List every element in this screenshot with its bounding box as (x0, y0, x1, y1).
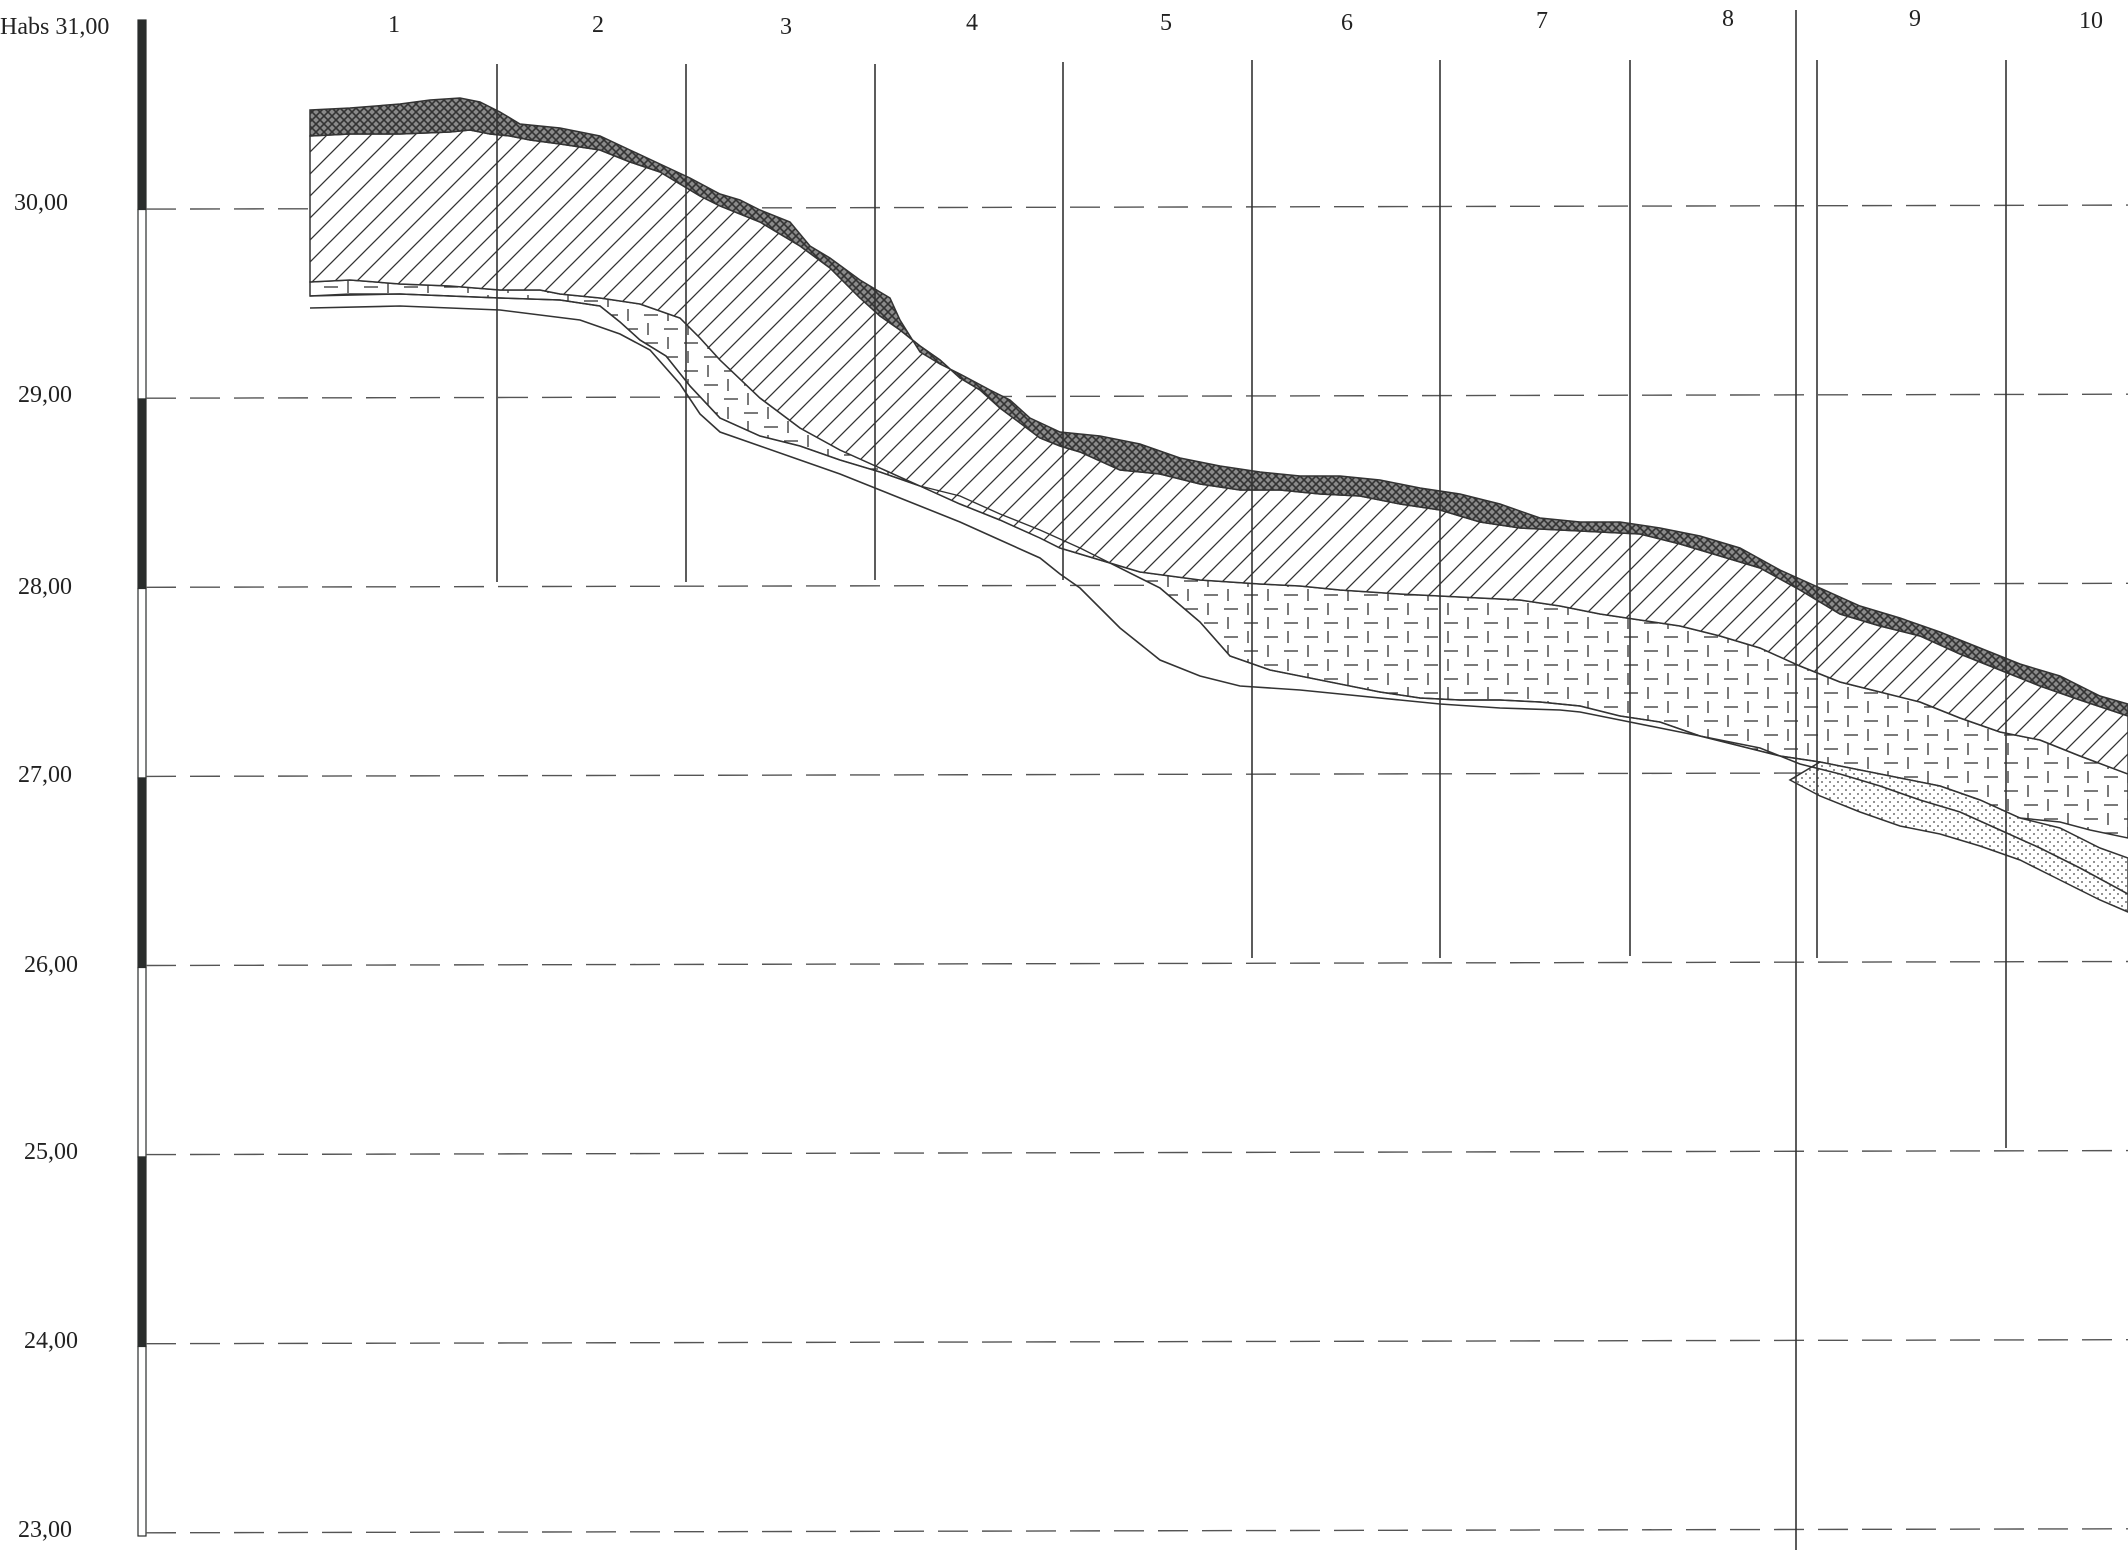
axis-level-30: 30,00 (14, 190, 68, 216)
scale-bar-segment (137, 1345, 147, 1537)
borehole-label-4: 4 (966, 10, 978, 36)
elevation-gridline (145, 393, 2128, 399)
scale-bar-segment (137, 208, 147, 400)
bedrock-contact-line-2 (309, 293, 1821, 763)
borehole-label-5: 5 (1160, 10, 1172, 36)
axis-level-27: 27,00 (18, 762, 72, 788)
borehole-label-7: 7 (1536, 8, 1548, 34)
elevation-gridline (145, 1338, 2128, 1345)
borehole-label-8: 8 (1722, 6, 1734, 32)
elevation-gridline (145, 1528, 2128, 1534)
axis-level-29: 29,00 (18, 382, 72, 408)
scale-bar-segment (137, 1156, 147, 1348)
borehole-labels: 1 2 3 4 5 6 7 8 9 10 (388, 6, 2103, 40)
elevation-scale-bar (137, 19, 147, 1537)
elevation-gridlines (145, 204, 2128, 1534)
layer-topsoil (309, 97, 2128, 717)
layer-diagonal-hatch (309, 129, 2128, 775)
soil-layers (309, 97, 2128, 913)
bedrock-contact-line (309, 305, 2128, 895)
axis-level-23: 23,00 (18, 1517, 72, 1543)
borehole-label-10: 10 (2079, 8, 2103, 34)
borehole-label-6: 6 (1341, 10, 1353, 36)
borehole-label-3: 3 (780, 14, 792, 40)
borehole-label-1: 1 (388, 12, 400, 38)
scale-bar-segment (137, 777, 147, 969)
elevation-gridline (145, 1149, 2128, 1156)
elevation-axis-labels: Habs 31,00 30,00 29,00 28,00 27,00 26,00… (0, 14, 109, 1543)
scale-bar-segment (137, 966, 147, 1158)
axis-level-26: 26,00 (24, 952, 78, 978)
axis-level-24: 24,00 (24, 1328, 78, 1354)
elevation-gridline (145, 582, 2128, 588)
scale-bar-segment (137, 19, 147, 211)
elevation-gridline (145, 771, 2128, 778)
layer-sand-lens (1788, 761, 2128, 913)
scale-bar-segment (137, 587, 147, 779)
axis-level-25: 25,00 (24, 1139, 78, 1165)
axis-level-28: 28,00 (18, 574, 72, 600)
elevation-gridline (145, 960, 2128, 967)
borehole-label-9: 9 (1909, 6, 1921, 32)
scale-bar-segment (137, 398, 147, 590)
borehole-label-2: 2 (592, 12, 604, 38)
axis-title-habs: Habs 31,00 (0, 14, 109, 40)
borehole-lines (496, 10, 2007, 1550)
